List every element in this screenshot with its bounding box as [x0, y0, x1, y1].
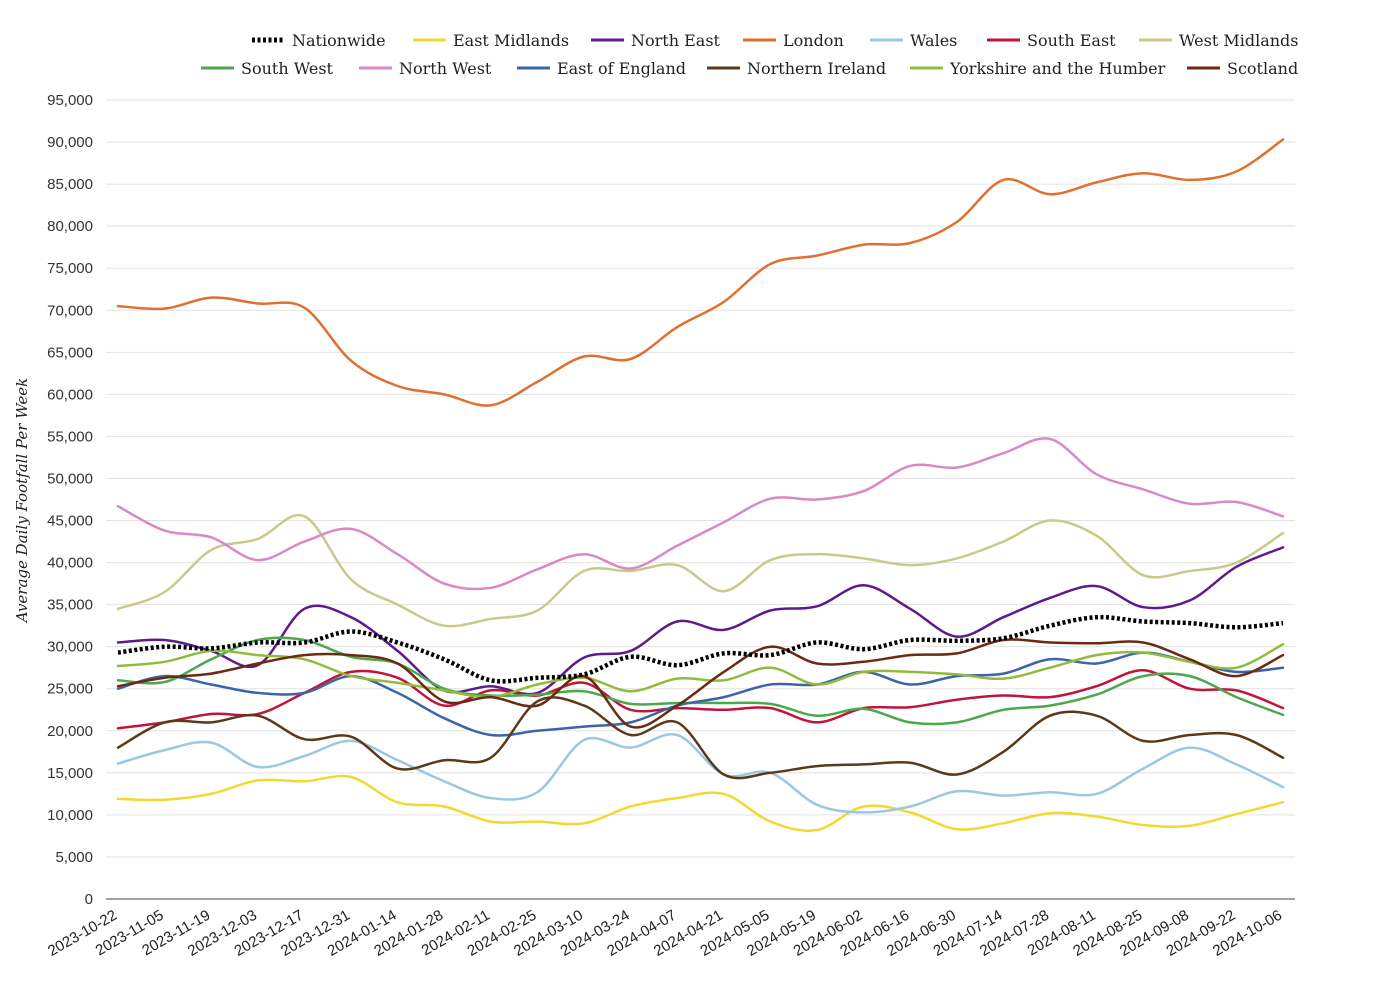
y-axis-title: Average Daily Footfall Per Week: [13, 378, 31, 625]
y-tick-label: 80,000: [47, 218, 93, 235]
series-line-scotland: [116, 638, 1285, 729]
legend-label: Wales: [910, 31, 957, 50]
series-line-north-west: [116, 437, 1285, 591]
series-line-south-west: [116, 636, 1285, 726]
y-tick-label: 5,000: [55, 849, 93, 866]
y-tick-label: 60,000: [47, 386, 93, 403]
legend-label: Nationwide: [292, 31, 386, 50]
legend-label: East of England: [557, 59, 686, 78]
legend-label: South West: [241, 59, 334, 78]
y-tick-label: 35,000: [47, 597, 93, 614]
series-line-north-east: [116, 546, 1285, 696]
y-tick-label: 15,000: [47, 765, 93, 782]
y-tick-label: 70,000: [47, 302, 93, 319]
legend-label: North East: [631, 31, 721, 50]
series-line-nationwide: [117, 614, 1284, 684]
y-tick-label: 30,000: [47, 639, 93, 656]
y-tick-label: 85,000: [47, 176, 93, 193]
series-line-east-midlands: [116, 774, 1285, 832]
y-tick-label: 55,000: [47, 428, 93, 445]
y-tick-label: 65,000: [47, 344, 93, 361]
y-tick-label: 45,000: [47, 513, 93, 530]
legend-label: Northern Ireland: [747, 59, 886, 78]
series-line-wales: [116, 732, 1285, 814]
series-line-yorkshire-and-the-humber: [116, 642, 1285, 699]
legend: Nationwide East Midlands North East London W…: [201, 31, 1299, 78]
series-lines: [116, 138, 1285, 832]
series-line-east-of-england: [116, 651, 1285, 737]
y-tick-label: 0: [85, 891, 93, 908]
y-tick-label: 25,000: [47, 681, 93, 698]
gridlines: [106, 99, 1295, 900]
series-line-northern-ireland: [116, 696, 1285, 780]
legend-label: West Midlands: [1179, 31, 1299, 50]
y-axis-ticks: 0 5,000 10,000 15,000 20,000 25,000 30,000 35,0…: [47, 92, 93, 908]
y-tick-label: 50,000: [47, 470, 93, 487]
y-tick-label: 95,000: [47, 92, 93, 109]
series-line-west-midlands: [116, 513, 1285, 628]
legend-label: Yorkshire and the Humber: [949, 59, 1166, 78]
legend-label: Scotland: [1227, 59, 1298, 78]
y-tick-label: 90,000: [47, 134, 93, 151]
legend-label: North West: [399, 59, 492, 78]
x-axis-ticks: 2023-10-222023-11-052023-11-192023-12-03…: [45, 907, 1285, 960]
legend-label: East Midlands: [453, 31, 569, 50]
series-line-london: [116, 138, 1285, 407]
y-tick-label: 75,000: [47, 260, 93, 277]
y-tick-label: 20,000: [47, 723, 93, 740]
legend-label: London: [783, 31, 844, 50]
y-tick-label: 10,000: [47, 807, 93, 824]
legend-label: South East: [1027, 31, 1116, 50]
y-tick-label: 40,000: [47, 555, 93, 572]
